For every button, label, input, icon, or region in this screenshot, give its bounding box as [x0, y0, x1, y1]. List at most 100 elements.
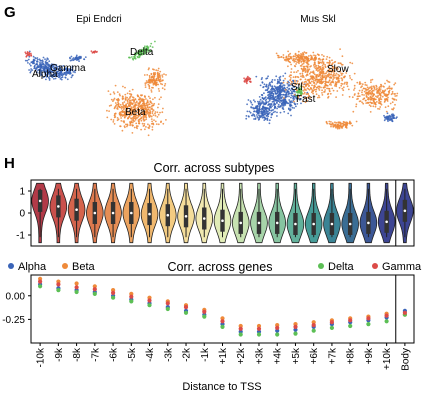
point-beta	[157, 123, 160, 126]
point-slow	[357, 92, 360, 95]
point-slow	[306, 96, 309, 99]
point-fast	[272, 95, 274, 97]
scatter-x-tick-label: +5k	[291, 347, 302, 364]
point-fast	[286, 86, 289, 89]
point-mus-red	[249, 80, 252, 83]
point-slow	[331, 59, 333, 62]
point-fast	[264, 108, 267, 111]
point-slow	[341, 127, 344, 129]
point-slow	[287, 60, 290, 63]
point-fast	[252, 99, 255, 101]
scatter-x-tick-label: -6k	[109, 347, 120, 362]
point-slow	[304, 101, 307, 104]
point-slow	[300, 57, 302, 60]
point-slow	[275, 52, 278, 55]
point-slow	[314, 79, 317, 82]
point-beta	[142, 100, 145, 102]
point-beta	[134, 98, 137, 100]
point-delta	[136, 55, 139, 58]
point-beta	[117, 103, 120, 106]
point-slow	[318, 54, 320, 56]
point-fast	[276, 82, 279, 85]
point-fast	[391, 120, 394, 122]
point-alpha	[41, 59, 44, 62]
point-beta	[124, 96, 127, 98]
point-slow	[330, 71, 333, 73]
point-fast	[288, 99, 291, 101]
point-slow	[306, 73, 308, 76]
point-slow	[286, 81, 289, 84]
point-fast	[269, 81, 271, 84]
point-beta	[153, 68, 155, 71]
point-fast	[282, 84, 285, 86]
point-beta	[142, 104, 144, 107]
point-slow	[342, 89, 345, 92]
point-slow	[277, 56, 280, 59]
point-fast	[258, 96, 261, 98]
point-gamma--5k	[129, 294, 134, 299]
point-delta	[141, 53, 144, 56]
point-slow	[307, 69, 310, 72]
point-beta	[164, 83, 167, 85]
point-slow	[359, 81, 361, 83]
point-slow	[337, 73, 340, 76]
point-slow	[361, 89, 364, 92]
point-alpha	[28, 50, 31, 53]
point-beta	[147, 106, 150, 109]
point-alpha	[61, 76, 64, 79]
point-fast	[393, 116, 395, 119]
point-fast	[272, 93, 275, 95]
point-slow	[393, 83, 396, 86]
point-beta	[157, 113, 160, 116]
point-slow	[375, 95, 377, 98]
point-slow	[292, 76, 295, 78]
point-slow	[307, 63, 310, 66]
point-beta	[113, 97, 116, 100]
point-slow	[375, 101, 378, 103]
panel-letter-h: H	[4, 155, 15, 172]
point-beta	[162, 79, 164, 81]
point-slow	[310, 76, 313, 79]
point-alpha	[45, 74, 48, 77]
point-alpha	[36, 60, 38, 63]
point-alpha	[74, 71, 76, 74]
point-fast	[290, 114, 292, 117]
point-fast	[253, 107, 256, 110]
point-slow	[331, 122, 334, 125]
point-beta	[113, 123, 116, 125]
point-beta	[150, 89, 153, 91]
point-beta	[155, 123, 158, 125]
point-slow	[301, 81, 304, 84]
point-delta-+4k	[275, 332, 280, 337]
point-alpha	[30, 70, 32, 72]
point-beta	[160, 82, 162, 85]
point-beta	[131, 88, 134, 91]
point-slow	[388, 81, 391, 83]
point-slow	[296, 61, 298, 64]
point-gamma-+10k	[384, 313, 389, 318]
point-slow	[356, 98, 358, 100]
point-fast	[278, 106, 280, 109]
scatter-x-tick-label: -1k	[200, 347, 211, 362]
point-slow	[310, 65, 312, 67]
point-alpha	[43, 63, 45, 66]
point-slow	[282, 56, 285, 59]
point-beta	[159, 76, 161, 79]
cluster-label-beta: Beta	[125, 107, 146, 118]
point-fast	[293, 90, 295, 93]
point-slow	[302, 53, 305, 56]
violin-median--3k	[166, 213, 170, 217]
point-slow	[319, 59, 322, 61]
point-beta	[157, 103, 160, 105]
point-fast	[288, 81, 290, 84]
point-slow	[312, 75, 315, 78]
point-fast	[266, 110, 268, 112]
point-slow	[313, 79, 315, 82]
point-beta	[141, 94, 144, 96]
point-alpha	[28, 69, 30, 71]
point-slow	[380, 84, 383, 87]
violin-median-+5k	[294, 222, 297, 226]
point-slow	[306, 65, 309, 67]
point-fast	[276, 111, 278, 114]
